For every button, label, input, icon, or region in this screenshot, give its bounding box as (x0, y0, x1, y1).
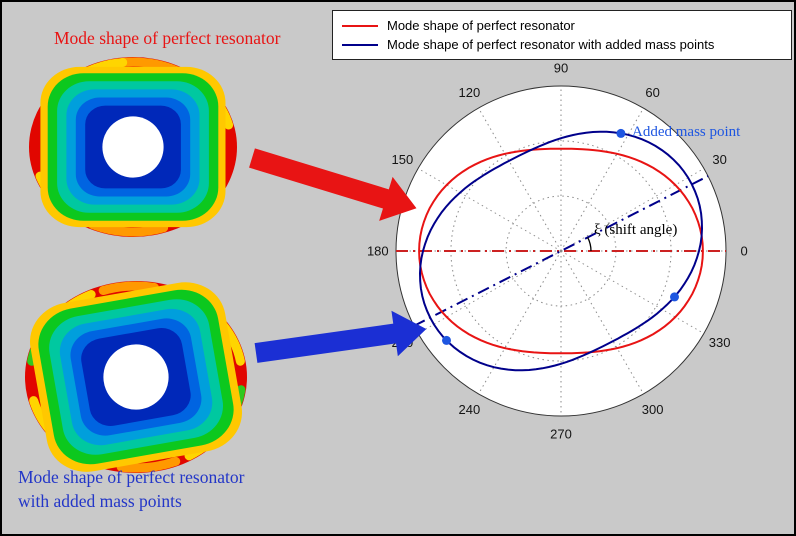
added-mass-point-dot (442, 335, 451, 345)
legend-line-red-icon (342, 24, 378, 27)
chart-legend: Mode shape of perfect resonator Mode sha… (332, 10, 792, 60)
angle-tick-label: 270 (550, 427, 572, 442)
angle-tick-label: 30 (712, 152, 726, 167)
label-perfect-resonator: Mode shape of perfect resonator (54, 28, 281, 48)
added-mass-point-dot (616, 128, 626, 138)
legend-item-perfect: Mode shape of perfect resonator (342, 16, 782, 35)
label-added-mass-resonator: Mode shape of perfect resonator with add… (18, 466, 244, 513)
label-added-mass-line1: Mode shape of perfect resonator (18, 467, 245, 487)
curve-perfect-resonator (418, 147, 704, 355)
angle-tick-label: 330 (709, 335, 731, 350)
angle-tick-label: 180 (367, 244, 389, 259)
mode-axis-line (413, 175, 709, 327)
angle-tick-label: 120 (459, 85, 481, 100)
curve-added-mass-resonator (418, 130, 704, 372)
legend-label-perfect: Mode shape of perfect resonator (387, 18, 575, 33)
shift-angle-label: ξ (shift angle) (594, 222, 678, 238)
mode-shape-image-perfect (29, 57, 237, 237)
legend-line-blue-icon (342, 43, 378, 46)
shift-angle-arc (587, 237, 592, 252)
angle-tick-label: 150 (392, 152, 414, 167)
added-mass-point-label: Added mass point (632, 124, 741, 140)
contour-rim-patch (116, 456, 181, 473)
mode-shape-image-added-mass (25, 281, 247, 473)
angle-tick-label: 90 (554, 60, 568, 75)
added-mass-point-dot (670, 292, 679, 302)
angle-tick-label: 60 (645, 85, 659, 100)
polar-plot: 0 30 60 90 120 150 180 210 240 270 300 330 (367, 60, 748, 442)
label-added-mass-line2: with added mass points (18, 490, 182, 511)
angle-tick-label: 300 (642, 402, 664, 417)
center-hole (102, 116, 164, 178)
angle-tick-label: 240 (459, 402, 481, 417)
contour-rim-patch (98, 281, 159, 295)
angle-tick-label: 210 (392, 335, 414, 350)
legend-label-added-mass: Mode shape of perfect resonator with add… (387, 37, 715, 52)
angle-tick-label: 0 (740, 244, 747, 259)
legend-item-added-mass: Mode shape of perfect resonator with add… (342, 35, 782, 54)
center-hole (103, 344, 169, 410)
